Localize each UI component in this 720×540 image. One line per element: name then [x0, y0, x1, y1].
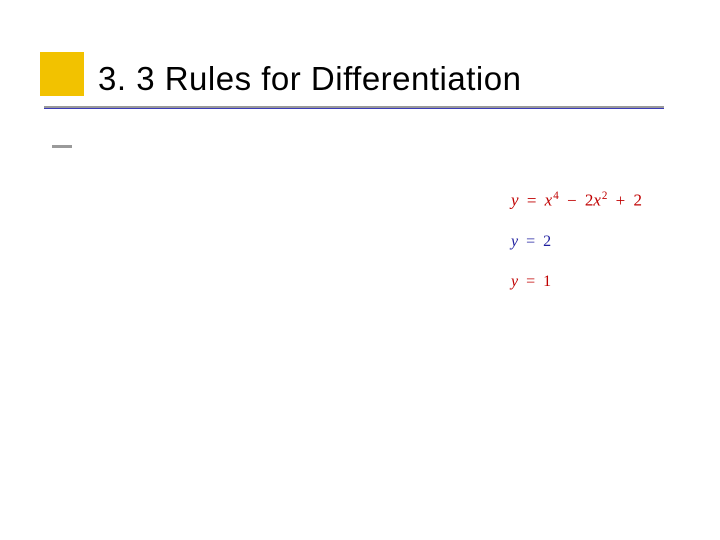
slide: 3. 3 Rules for Differentiation y = x4 − …: [0, 0, 720, 540]
eq1-term1-exp: 4: [552, 190, 559, 202]
eq1-equals: =: [523, 191, 541, 210]
equations-block: y = x4 − 2x2 + 2 y = 2 y = 1: [511, 190, 642, 313]
eq1-op2: +: [612, 191, 630, 210]
eq1-term2-base: x: [593, 191, 601, 210]
bullet-dash: [52, 145, 72, 148]
title-block: 3. 3 Rules for Differentiation: [44, 60, 664, 98]
equation-2: y = 2: [511, 233, 642, 251]
slide-title: 3. 3 Rules for Differentiation: [44, 60, 664, 98]
eq3-equals: =: [522, 273, 539, 290]
eq2-rhs: 2: [543, 233, 551, 250]
eq1-op1: −: [563, 191, 581, 210]
eq1-term3: 2: [634, 191, 643, 210]
eq2-y: y: [511, 233, 518, 250]
underline-bottom: [44, 108, 664, 109]
title-underline: [44, 106, 664, 109]
eq1-term2-exp: 2: [601, 190, 608, 202]
eq1-y: y: [511, 191, 519, 210]
equation-3: y = 1: [511, 273, 642, 291]
eq3-y: y: [511, 273, 518, 290]
eq2-equals: =: [522, 233, 539, 250]
eq3-rhs: 1: [543, 273, 551, 290]
equation-1: y = x4 − 2x2 + 2: [511, 190, 642, 211]
